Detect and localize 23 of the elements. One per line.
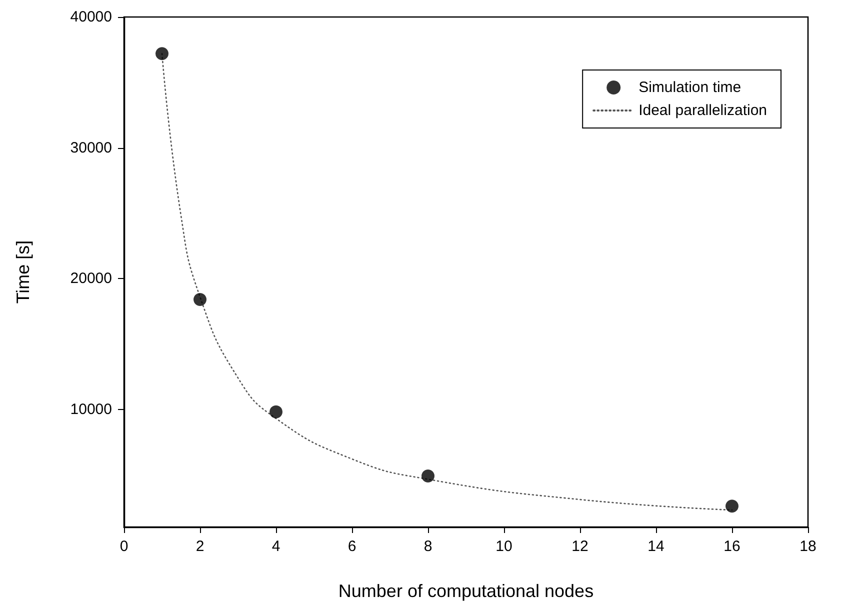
point xyxy=(156,47,168,60)
point xyxy=(422,470,434,482)
x-tick-label: 12 xyxy=(572,538,588,555)
point xyxy=(726,500,738,513)
x-axis-title: Number of computational nodes xyxy=(338,581,594,601)
x-tick-label: 14 xyxy=(648,538,664,555)
x-tick-label: 6 xyxy=(348,538,356,555)
x-tick-label: 8 xyxy=(424,538,432,555)
legend-label: Ideal parallelization xyxy=(638,102,768,119)
y-tick-label: 10000 xyxy=(70,400,112,418)
x-tick-label: 18 xyxy=(800,538,816,555)
y-tick-label: 30000 xyxy=(70,139,112,156)
y-axis-title: Time [s] xyxy=(13,240,33,304)
point xyxy=(270,405,282,418)
x-tick-label: 4 xyxy=(272,538,280,555)
point xyxy=(194,292,206,306)
x-tick-label: 2 xyxy=(196,538,204,555)
y-tick-label: 40000 xyxy=(70,8,112,26)
x-tick-label: 10 xyxy=(496,538,512,555)
x-tick-label: 16 xyxy=(724,538,740,555)
y-tick-label: 20000 xyxy=(70,270,112,288)
x-tick-label: 0 xyxy=(120,538,128,555)
legend-label: Simulation time xyxy=(638,79,742,96)
